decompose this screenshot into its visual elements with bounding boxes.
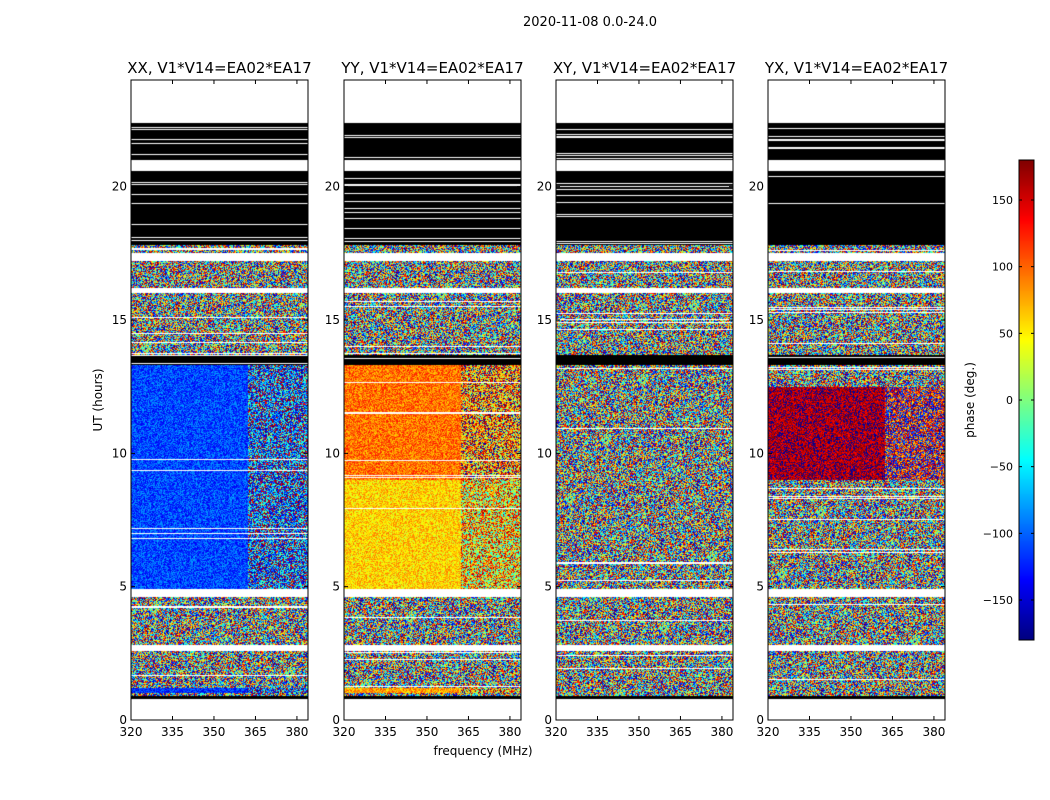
x-tick-label: 365 <box>457 725 480 739</box>
panel-frame <box>343 79 522 721</box>
colorbar-tick-label: −150 <box>983 594 1013 607</box>
x-tick-label: 335 <box>161 725 184 739</box>
x-tick-label: 365 <box>669 725 692 739</box>
y-tick-label: 5 <box>332 580 340 594</box>
heatmap-image <box>556 80 733 720</box>
heatmap-image <box>131 80 308 720</box>
y-tick-label: 20 <box>325 180 340 194</box>
y-tick-label: 0 <box>544 713 552 727</box>
y-tick-label: 10 <box>325 446 340 460</box>
heatmap-image <box>344 80 521 720</box>
panel-frame <box>130 79 309 721</box>
y-tick-label: 15 <box>537 313 552 327</box>
colorbar-tick-label: −100 <box>983 527 1013 540</box>
y-tick-label: 5 <box>119 580 127 594</box>
panel-title: YY, V1*V14=EA02*EA17 <box>340 59 523 77</box>
y-tick-label: 20 <box>112 180 127 194</box>
colorbar-tick-label: 50 <box>999 327 1013 340</box>
y-tick-label: 0 <box>756 713 764 727</box>
panel-title: XX, V1*V14=EA02*EA17 <box>127 59 311 77</box>
x-tick-label: 380 <box>710 725 733 739</box>
colorbar: 150 100 50 0 −50 −100 −150 <box>983 159 1035 641</box>
panel-4: YX, V1*V14=EA02*EA17 320 335 350 365 380 0 5 10 1… <box>749 59 948 739</box>
y-tick-label: 5 <box>756 580 764 594</box>
panel-frame <box>555 79 734 721</box>
y-tick-label: 15 <box>112 313 127 327</box>
x-tick-label: 335 <box>798 725 821 739</box>
x-tick-label: 335 <box>374 725 397 739</box>
x-tick-label: 335 <box>586 725 609 739</box>
y-tick-label: 0 <box>119 713 127 727</box>
colorbar-label: phase (deg.) <box>963 362 977 438</box>
x-tick-label: 380 <box>285 725 308 739</box>
colorbar-tick-label: 100 <box>992 261 1013 274</box>
y-axis-label: UT (hours) <box>91 368 105 431</box>
x-tick-label: 350 <box>628 725 651 739</box>
y-tick-label: 15 <box>325 313 340 327</box>
y-tick-label: 10 <box>112 446 127 460</box>
x-tick-label: 380 <box>498 725 521 739</box>
x-tick-label: 365 <box>881 725 904 739</box>
x-tick-label: 320 <box>545 725 568 739</box>
x-tick-label: 380 <box>922 725 945 739</box>
colorbar-gradient <box>1019 160 1034 640</box>
y-tick-label: 10 <box>537 446 552 460</box>
x-tick-label: 350 <box>416 725 439 739</box>
y-tick-label: 20 <box>537 180 552 194</box>
panel-frame <box>767 79 946 721</box>
x-tick-label: 320 <box>757 725 780 739</box>
x-tick-label: 350 <box>203 725 226 739</box>
y-tick-label: 20 <box>749 180 764 194</box>
colorbar-tick-label: −50 <box>990 461 1013 474</box>
y-tick-label: 5 <box>544 580 552 594</box>
panel-title: XY, V1*V14=EA02*EA17 <box>553 59 736 77</box>
heatmap-image <box>768 80 945 720</box>
x-axis-label: frequency (MHz) <box>433 744 532 758</box>
panel-2: YY, V1*V14=EA02*EA17 320 335 350 365 380 0 5 10 1… <box>325 59 524 739</box>
x-tick-label: 350 <box>840 725 863 739</box>
colorbar-tick-label: 150 <box>992 194 1013 207</box>
y-tick-label: 0 <box>332 713 340 727</box>
y-tick-label: 10 <box>749 446 764 460</box>
x-tick-label: 320 <box>333 725 356 739</box>
panel-3: XY, V1*V14=EA02*EA17 320 335 350 365 380 0 5 10 1… <box>537 59 736 739</box>
y-tick-label: 15 <box>749 313 764 327</box>
x-tick-label: 365 <box>244 725 267 739</box>
suptitle: 2020-11-08 0.0-24.0 <box>523 15 657 30</box>
panel-1: XX, V1*V14=EA02*EA17 320 335 350 365 380 0 5 10 1… <box>112 59 312 739</box>
panel-title: YX, V1*V14=EA02*EA17 <box>764 59 948 77</box>
colorbar-tick-label: 0 <box>1006 394 1013 407</box>
x-tick-label: 320 <box>120 725 143 739</box>
panels: XX, V1*V14=EA02*EA17 320 335 350 365 380 0 5 10 1… <box>112 59 948 739</box>
